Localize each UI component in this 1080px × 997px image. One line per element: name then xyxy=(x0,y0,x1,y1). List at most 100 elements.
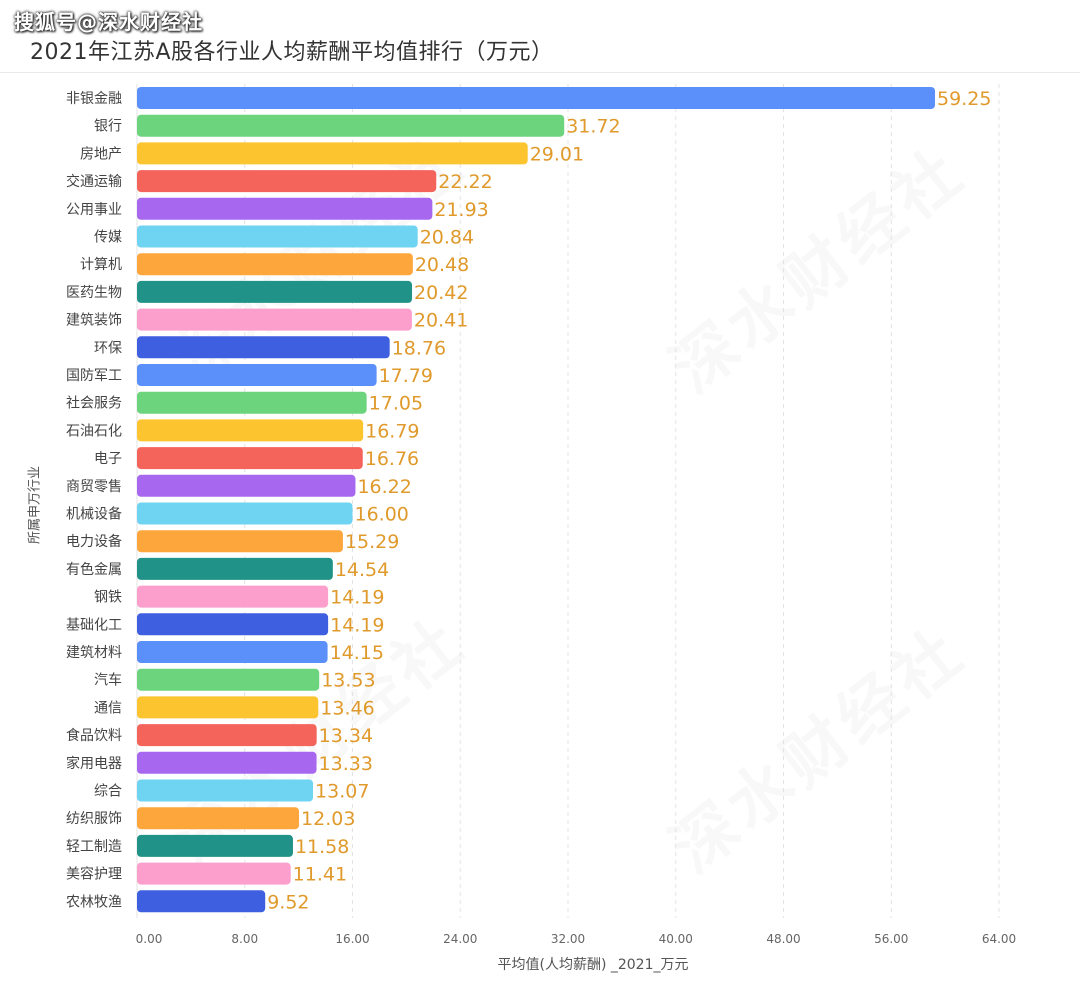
bar xyxy=(137,114,565,137)
data-label: 13.46 xyxy=(320,697,374,719)
data-label: 14.19 xyxy=(330,614,384,636)
y-tick-label: 计算机 xyxy=(80,257,122,273)
x-tick-label: 56.00 xyxy=(874,932,908,946)
y-tick-label: 机械设备 xyxy=(66,506,122,523)
bar xyxy=(137,862,291,885)
bar xyxy=(137,170,437,193)
x-axis-label: 平均值(人均薪酬) _2021_万元 xyxy=(497,957,689,973)
data-label: 22.22 xyxy=(438,171,492,193)
data-label: 20.41 xyxy=(414,310,468,332)
y-tick-label: 建筑装饰 xyxy=(66,313,122,329)
y-tick-label: 银行 xyxy=(94,119,122,135)
data-label: 17.79 xyxy=(379,365,433,387)
bar xyxy=(137,613,329,636)
x-tick-label: 24.00 xyxy=(443,932,477,946)
y-tick-label: 食品饮料 xyxy=(66,727,122,744)
data-label: 14.19 xyxy=(330,587,384,609)
y-axis-label: 所属申万行业 xyxy=(27,465,43,545)
y-tick-label: 商贸零售 xyxy=(66,479,122,495)
data-label: 13.33 xyxy=(319,753,373,775)
bar xyxy=(137,87,936,109)
y-tick-label: 纺织服饰 xyxy=(66,811,122,827)
bar xyxy=(137,419,364,442)
y-tick-label: 基础化工 xyxy=(66,616,122,633)
y-tick-label: 家用电器 xyxy=(66,755,122,772)
y-tick-label: 轻工制造 xyxy=(66,839,122,855)
y-tick-label: 国防军工 xyxy=(66,368,122,384)
bar xyxy=(137,724,317,747)
bar xyxy=(137,142,528,165)
data-label: 15.29 xyxy=(345,531,399,553)
bar xyxy=(137,474,356,497)
bar xyxy=(137,391,367,414)
bar xyxy=(137,834,293,857)
bar xyxy=(137,751,317,774)
y-tick-label: 建筑材料 xyxy=(66,645,122,661)
x-tick-label: 40.00 xyxy=(659,932,693,946)
data-label: 21.93 xyxy=(434,199,488,221)
bar xyxy=(137,308,412,331)
x-tick-label: 16.00 xyxy=(335,932,369,946)
bar xyxy=(137,696,319,719)
data-label: 16.76 xyxy=(365,448,419,470)
bar xyxy=(137,197,433,220)
data-label: 29.01 xyxy=(530,143,584,165)
bar xyxy=(137,280,413,303)
bar xyxy=(137,557,333,580)
data-label: 16.22 xyxy=(357,476,411,498)
bar xyxy=(137,364,377,386)
data-label: 13.53 xyxy=(321,670,375,692)
y-tick-label: 传媒 xyxy=(94,230,122,246)
data-label: 59.25 xyxy=(937,88,991,110)
y-tick-label: 电子 xyxy=(94,451,122,467)
chart-title: 2021年江苏A股各行业人均薪酬平均值排行（万元） xyxy=(30,40,554,65)
data-label: 13.07 xyxy=(315,781,369,803)
y-tick-label: 农林牧渔 xyxy=(66,894,122,910)
data-label: 11.58 xyxy=(295,836,349,858)
data-label: 20.48 xyxy=(415,254,469,276)
bar xyxy=(137,530,343,553)
data-label: 13.34 xyxy=(319,725,373,747)
bar xyxy=(137,779,314,802)
bar xyxy=(137,253,413,276)
data-label: 31.72 xyxy=(566,116,620,138)
data-label: 20.84 xyxy=(420,227,474,249)
y-tick-label: 交通运输 xyxy=(66,173,122,190)
data-label: 16.79 xyxy=(365,420,419,442)
data-label: 12.03 xyxy=(301,808,355,830)
y-tick-label: 汽车 xyxy=(94,672,122,689)
data-label: 18.76 xyxy=(392,337,446,359)
x-tick-label: 64.00 xyxy=(982,932,1016,946)
data-label: 16.00 xyxy=(355,504,409,526)
y-tick-label: 钢铁 xyxy=(94,590,122,606)
title-divider xyxy=(0,72,1080,73)
data-label: 14.15 xyxy=(330,642,384,664)
data-label: 17.05 xyxy=(369,393,423,415)
bar xyxy=(137,641,328,663)
bar xyxy=(137,447,363,470)
y-tick-label: 综合 xyxy=(94,784,122,800)
bar xyxy=(137,807,300,830)
source-watermark: 搜狐号@深水财经社 xyxy=(14,10,203,34)
y-tick-label: 电力设备 xyxy=(66,533,122,550)
y-tick-label: 通信 xyxy=(94,700,122,716)
bar xyxy=(137,668,320,691)
y-tick-label: 医药生物 xyxy=(66,285,122,301)
y-tick-label: 环保 xyxy=(94,340,122,356)
bar xyxy=(137,225,418,248)
bar xyxy=(137,336,390,359)
x-tick-label: 48.00 xyxy=(766,932,800,946)
data-label: 20.42 xyxy=(414,282,468,304)
bar xyxy=(137,585,329,608)
x-tick-label: 32.00 xyxy=(551,932,585,946)
y-tick-label: 非银金融 xyxy=(66,91,122,107)
x-tick-label: 8.00 xyxy=(231,932,258,946)
y-tick-label: 有色金属 xyxy=(66,561,122,578)
bar xyxy=(137,890,266,913)
y-tick-label: 社会服务 xyxy=(66,396,122,412)
data-label: 14.54 xyxy=(335,559,389,581)
x-tick-label: 0.00 xyxy=(136,932,163,946)
y-tick-label: 公用事业 xyxy=(66,202,122,218)
bar xyxy=(137,502,353,525)
